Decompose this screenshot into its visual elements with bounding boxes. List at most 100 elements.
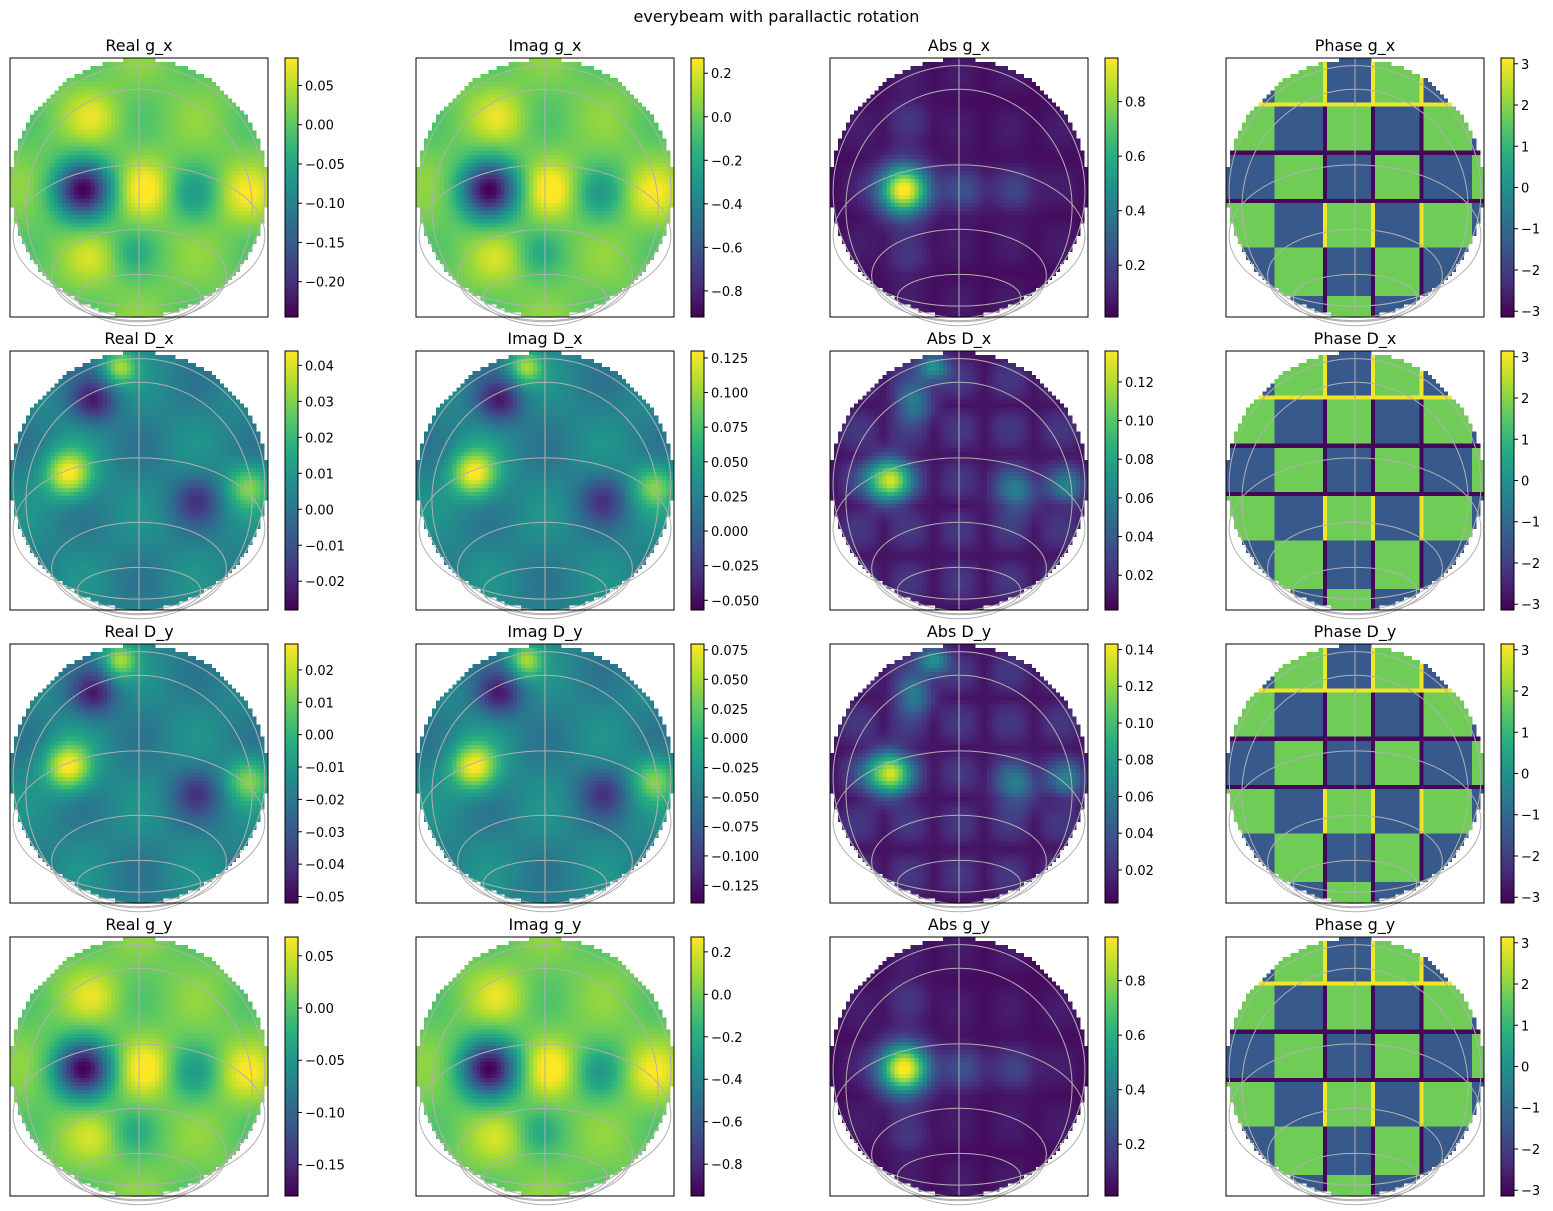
heatmap-cell — [493, 78, 497, 82]
heatmap-cell — [151, 231, 155, 235]
heatmap-cell — [171, 256, 175, 260]
heatmap-cell — [428, 131, 432, 135]
heatmap-cell — [159, 78, 163, 82]
heatmap-cell — [75, 235, 79, 239]
heatmap-cell — [605, 131, 609, 135]
heatmap-cell — [191, 211, 195, 215]
heatmap-cell — [139, 288, 143, 292]
heatmap-cell — [54, 231, 58, 235]
heatmap-cell — [159, 223, 163, 227]
heatmap-cell — [127, 106, 131, 110]
heatmap-cell — [66, 147, 70, 151]
heatmap-cell — [123, 106, 127, 110]
heatmap-cell — [123, 139, 127, 143]
heatmap-cell — [448, 118, 452, 122]
heatmap-cell — [589, 94, 593, 98]
heatmap-cell — [111, 123, 115, 127]
heatmap-cell — [54, 175, 58, 179]
heatmap-cell — [75, 260, 79, 264]
heatmap-cell — [521, 110, 525, 114]
heatmap-cell — [208, 272, 212, 276]
heatmap-cell — [115, 102, 119, 106]
heatmap-cell — [107, 82, 111, 86]
heatmap-cell — [22, 151, 26, 155]
heatmap-cell — [115, 106, 119, 110]
heatmap-cell — [569, 151, 573, 155]
heatmap-cell — [517, 106, 521, 110]
heatmap-cell — [585, 82, 589, 86]
heatmap-cell — [565, 110, 569, 114]
heatmap-cell — [159, 195, 163, 199]
heatmap-cell — [581, 143, 585, 147]
heatmap-cell — [208, 256, 212, 260]
heatmap-cell — [565, 102, 569, 106]
heatmap-cell — [537, 106, 541, 110]
heatmap-cell — [212, 239, 216, 243]
heatmap-cell — [127, 74, 131, 78]
heatmap-cell — [183, 135, 187, 139]
heatmap-cell — [79, 123, 83, 127]
heatmap-cell — [91, 82, 95, 86]
heatmap-cell — [38, 175, 42, 179]
heatmap-cell — [199, 155, 203, 159]
heatmap-cell — [143, 110, 147, 114]
heatmap-cell — [123, 151, 127, 155]
heatmap-cell — [468, 131, 472, 135]
heatmap-cell — [66, 260, 70, 264]
heatmap-cell — [91, 86, 95, 90]
heatmap-cell — [240, 243, 244, 247]
heatmap-cell — [485, 118, 489, 122]
heatmap-cell — [70, 203, 74, 207]
heatmap-cell — [195, 131, 199, 135]
heatmap-cell — [123, 90, 127, 94]
heatmap-cell — [509, 143, 513, 147]
heatmap-cell — [95, 288, 99, 292]
heatmap-cell — [444, 123, 448, 127]
heatmap-cell — [472, 143, 476, 147]
heatmap-cell — [199, 199, 203, 203]
heatmap-cell — [163, 268, 167, 272]
heatmap-cell — [601, 118, 605, 122]
heatmap-cell — [14, 187, 18, 191]
heatmap-cell — [240, 179, 244, 183]
heatmap-cell — [30, 235, 34, 239]
heatmap-cell — [208, 280, 212, 284]
heatmap-cell — [593, 94, 597, 98]
heatmap-cell — [212, 215, 216, 219]
heatmap-cell — [517, 127, 521, 131]
heatmap-cell — [183, 247, 187, 251]
heatmap-cell — [577, 118, 581, 122]
heatmap-cell — [34, 199, 38, 203]
heatmap-cell — [151, 167, 155, 171]
heatmap-cell — [58, 235, 62, 239]
heatmap-cell — [155, 167, 159, 171]
heatmap-cell — [212, 127, 216, 131]
heatmap-cell — [151, 70, 155, 74]
heatmap-cell — [573, 114, 577, 118]
heatmap-cell — [171, 223, 175, 227]
heatmap-cell — [171, 292, 175, 296]
heatmap-cell — [183, 260, 187, 264]
heatmap-cell — [50, 159, 54, 163]
heatmap-cell — [111, 135, 115, 139]
heatmap-cell — [605, 123, 609, 127]
heatmap-cell — [107, 143, 111, 147]
heatmap-cell — [107, 227, 111, 231]
heatmap-cell — [26, 139, 30, 143]
heatmap-cell — [79, 199, 83, 203]
heatmap-cell — [179, 195, 183, 199]
heatmap-cell — [565, 151, 569, 155]
heatmap-cell — [103, 268, 107, 272]
heatmap-cell — [99, 243, 103, 247]
heatmap-cell — [521, 74, 525, 78]
heatmap-cell — [175, 110, 179, 114]
heatmap-cell — [83, 175, 87, 179]
heatmap-cell — [476, 123, 480, 127]
heatmap-cell — [561, 151, 565, 155]
heatmap-cell — [191, 231, 195, 235]
heatmap-cell — [513, 123, 517, 127]
heatmap-cell — [456, 114, 460, 118]
heatmap-cell — [103, 183, 107, 187]
heatmap-cell — [577, 98, 581, 102]
heatmap-cell — [529, 90, 533, 94]
